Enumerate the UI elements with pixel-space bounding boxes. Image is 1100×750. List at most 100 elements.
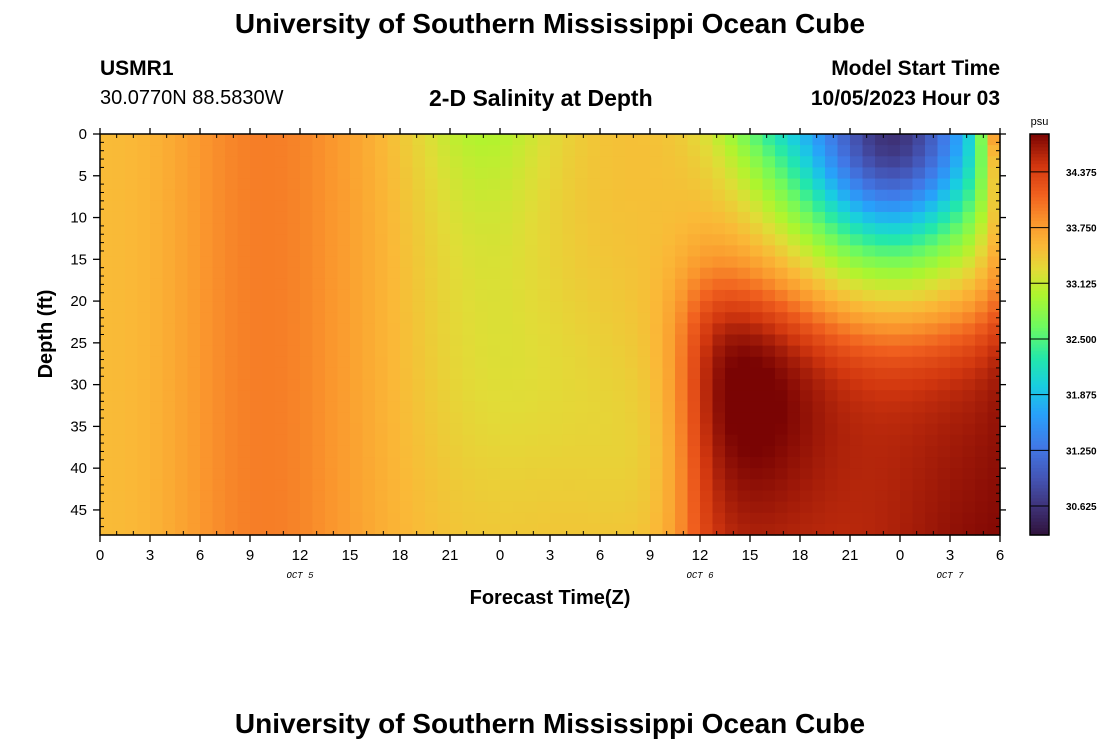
heatmap-cell [325, 200, 339, 213]
heatmap-cell [150, 412, 164, 425]
heatmap-cell [975, 167, 989, 180]
heatmap-cell [712, 434, 726, 447]
heatmap-cell [775, 145, 789, 157]
heatmap-cell [350, 267, 364, 280]
heatmap-cell [100, 189, 114, 202]
heatmap-cell [525, 301, 539, 313]
heatmap-cell [287, 256, 301, 269]
heatmap-cell [225, 301, 239, 313]
heatmap-cell [125, 278, 139, 291]
heatmap-cell [262, 434, 276, 447]
heatmap-cell [537, 401, 551, 414]
heatmap-cell [512, 245, 526, 258]
colorbar-segment [1030, 311, 1049, 316]
heatmap-cell [125, 312, 139, 324]
heatmap-cell [212, 312, 226, 324]
heatmap-cell [162, 278, 176, 291]
heatmap-cell [662, 267, 676, 280]
heatmap-cell [787, 367, 801, 380]
heatmap-cell [962, 178, 976, 191]
heatmap-cell [537, 200, 551, 213]
heatmap-cell [837, 189, 851, 202]
heatmap-cell [150, 323, 164, 336]
heatmap-cell [712, 523, 726, 536]
heatmap-cell [912, 289, 926, 302]
heatmap-cell [450, 301, 464, 313]
heatmap-cell [312, 178, 326, 191]
x-tick-label: 21 [442, 547, 459, 564]
heatmap-cell [900, 412, 914, 425]
colorbar-segment [1030, 134, 1049, 138]
heatmap-cell [762, 278, 776, 291]
heatmap-cell [462, 523, 476, 536]
heatmap-cell [775, 457, 789, 469]
heatmap-cell [750, 289, 764, 302]
heatmap-cell [675, 301, 689, 313]
heatmap-cell [925, 523, 939, 536]
heatmap-cell [675, 334, 689, 347]
heatmap-cell [200, 445, 214, 458]
heatmap-cell [362, 211, 376, 224]
heatmap-cell [975, 390, 989, 402]
heatmap-cell [100, 367, 114, 380]
colorbar-segment [1030, 404, 1049, 409]
heatmap-cell [137, 156, 151, 169]
heatmap-cell [925, 445, 939, 458]
heatmap-cell [787, 412, 801, 425]
heatmap-cell [600, 256, 614, 269]
heatmap-cell [950, 245, 964, 258]
heatmap-cells [100, 134, 1001, 536]
heatmap-cell [887, 223, 901, 235]
heatmap-cell [437, 145, 451, 157]
heatmap-cell [125, 256, 139, 269]
heatmap-cell [600, 156, 614, 169]
heatmap-cell [875, 445, 889, 458]
colorbar-segment [1030, 164, 1049, 169]
heatmap-cell [387, 178, 401, 191]
heatmap-cell [262, 312, 276, 324]
heatmap-cell [387, 256, 401, 269]
colorbar-segment [1030, 367, 1049, 372]
heatmap-cell [837, 390, 851, 402]
heatmap-cell [200, 234, 214, 246]
heatmap-cell [587, 401, 601, 414]
heatmap-cell [837, 445, 851, 458]
heatmap-cell [662, 156, 676, 169]
heatmap-cell [837, 200, 851, 213]
heatmap-cell [112, 445, 126, 458]
heatmap-cell [212, 367, 226, 380]
heatmap-cell [587, 390, 601, 402]
heatmap-cell [525, 512, 539, 525]
heatmap-cell [650, 301, 664, 313]
heatmap-cell [762, 468, 776, 480]
heatmap-cell [725, 423, 739, 436]
heatmap-cell [662, 312, 676, 324]
heatmap-cell [875, 390, 889, 402]
heatmap-cell [125, 345, 139, 358]
heatmap-cell [400, 490, 414, 503]
x-tick-label: 12 [292, 547, 309, 564]
heatmap-cell [175, 434, 189, 447]
heatmap-cell [112, 312, 126, 324]
heatmap-cell [250, 367, 264, 380]
x-tick-label: 9 [246, 547, 254, 564]
heatmap-cell [375, 390, 389, 402]
heatmap-cell [712, 134, 726, 146]
heatmap-cell [112, 367, 126, 380]
heatmap-cell [687, 234, 701, 246]
heatmap-cell [900, 301, 914, 313]
heatmap-cell [575, 423, 589, 436]
heatmap-cell [500, 145, 514, 157]
heatmap-cell [525, 401, 539, 414]
colorbar-segment [1030, 244, 1049, 249]
heatmap-cell [775, 334, 789, 347]
heatmap-cell [987, 512, 1001, 525]
heatmap-cell [162, 479, 176, 492]
heatmap-cell [275, 367, 289, 380]
heatmap-cell [862, 234, 876, 246]
heatmap-cell [275, 512, 289, 525]
heatmap-cell [612, 412, 626, 425]
heatmap-cell [412, 256, 426, 269]
colorbar-segment [1030, 284, 1049, 289]
heatmap-cell [387, 167, 401, 180]
